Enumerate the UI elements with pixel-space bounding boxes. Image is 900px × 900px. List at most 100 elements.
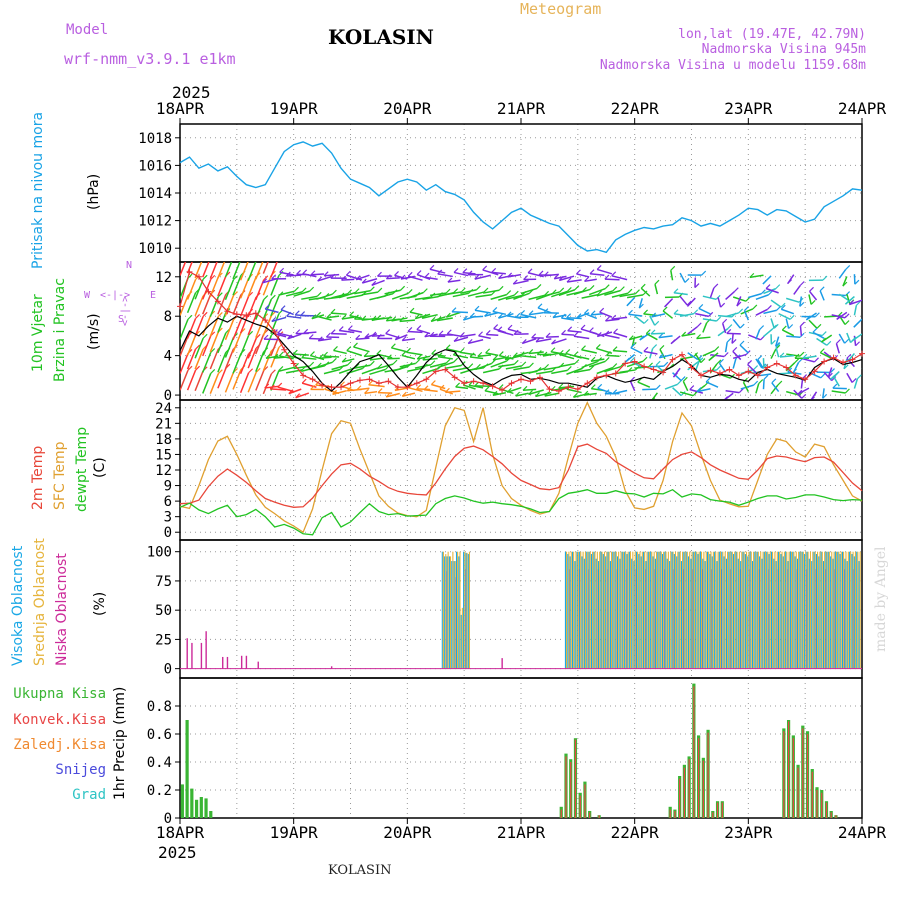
wind-barb [455,386,469,390]
cloud-bar-high [730,551,732,669]
wind-barb-flag [455,382,461,388]
wind-barb [422,295,439,301]
wind-barb [348,328,363,333]
wind-barb-flag [363,352,369,357]
cloud-bar-mid [686,551,688,669]
wind-barb [717,314,732,318]
wind-barb [779,354,794,358]
wind-barb [371,334,385,337]
wind-barb [217,332,227,354]
wind-barb-flag [673,288,679,294]
cloud-bar-mid [582,551,584,669]
wind-barb [638,298,643,309]
precip-bar-total [194,799,199,818]
cloud-bar-high [609,561,611,669]
wind-barb-flag [799,281,805,286]
precip-bar-convective [716,802,719,818]
wind-barb-flag [296,269,301,275]
wind-barb [726,332,741,335]
wind-barb [310,354,325,361]
wind-barb [323,355,340,358]
wind-barb [361,317,378,321]
wind-barb-flag [369,360,375,366]
wind-gust-marker [489,383,496,390]
compass-east: E [150,290,156,301]
wind-barb-flag [851,336,857,342]
wind-barb [673,313,688,317]
wind-barb-flag [855,341,861,347]
wind-barb [486,333,499,336]
cloud-bar-high [735,551,737,669]
wind-barb-flag [301,353,307,359]
precip-bar-total [185,720,189,818]
wind-gust-marker [451,374,458,381]
wind-barb [590,358,605,362]
wind-gust-marker [697,372,704,379]
wind-barb-flag [512,279,518,285]
wind-barb [323,368,341,375]
wind-barb [819,290,825,301]
wind-barb [414,313,431,320]
wind-barb [391,365,409,373]
cloud-bar-high [607,551,609,669]
wind-barb [303,331,317,335]
wind-barb [341,316,355,320]
wind-barb [356,387,370,391]
wind-gust-marker [290,360,297,367]
wind-barb-flag [271,316,277,322]
wind-barb-flag [874,370,878,374]
cloud-bar-mid [634,551,636,669]
cloud-bar-mid [840,551,842,669]
precip-bar-convective [816,790,818,818]
wind-gust-marker [356,377,363,384]
wind-barb [453,354,469,359]
precip-legend-item: Ukupna Kisa [13,686,106,702]
wind-barb [731,333,734,344]
wind-barb [528,294,545,301]
wind-barb [542,352,560,357]
wind-barb-flag [726,337,732,343]
wind-barb [740,384,754,390]
wind-barb [355,337,370,340]
wind-barb-flag [523,275,529,280]
wind-barb-flag [596,265,602,270]
cloud-bar-high [467,554,469,669]
precip-bar-convective [560,809,562,818]
cloud-bar-high [839,554,841,669]
wind-barb [224,372,235,393]
wind-barb-flag [566,313,572,319]
wind-barb [278,366,295,373]
wind-barb [787,371,802,375]
cloud-bar-high [678,551,680,669]
cloud-bar-mid [828,551,830,669]
wind-barb [414,296,432,301]
wind-barb-flag [744,306,749,311]
wind-barb-flag [521,339,527,344]
precip-bar-convective [806,734,809,818]
wind-barb [247,338,257,359]
wind-barb-flag [263,295,269,300]
wind-barb [743,310,750,321]
model-label: Model [66,22,108,38]
cloud-bar-mid [821,551,823,669]
wind-barb [271,316,287,323]
wind-barb-flag [323,271,329,277]
wind-barb-flag [561,329,566,335]
cloud-bar-mid [589,551,591,669]
wind-barb [543,366,560,371]
wind-barb-flag [210,369,216,374]
cloud-bar-mid [703,551,705,669]
wind-barb-flag [643,309,649,315]
wind-barb-flag [566,277,572,283]
wind-barb-flag [424,272,430,278]
cloud-bar-high [699,551,701,669]
wind-barb [341,278,355,281]
wind-barb-flag [733,287,739,293]
cloud-bar-mid [715,551,717,669]
wind-barb-flag [492,307,498,312]
wind-barb-flag [689,385,695,390]
wind-barb-flag [794,358,800,364]
wind-barb-flag [544,290,550,296]
wind-barb [424,276,438,281]
wind-barb-flag [377,287,383,293]
